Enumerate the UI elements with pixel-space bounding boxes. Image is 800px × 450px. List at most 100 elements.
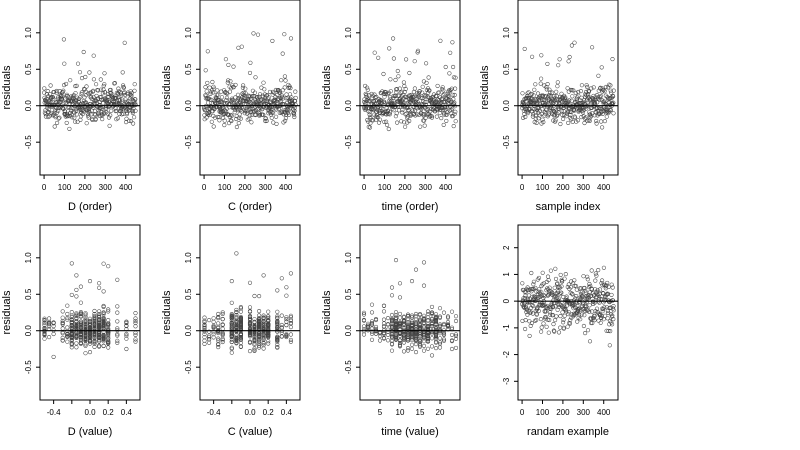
- data-point: [234, 307, 239, 312]
- data-point: [74, 341, 79, 346]
- data-point: [367, 125, 373, 130]
- data-point: [600, 278, 605, 283]
- data-point: [576, 306, 581, 311]
- data-point: [452, 112, 457, 117]
- data-point: [402, 89, 407, 95]
- data-point: [97, 285, 102, 290]
- data-point: [421, 324, 427, 329]
- data-point: [603, 313, 608, 318]
- data-point: [369, 302, 375, 307]
- data-point: [252, 346, 257, 351]
- data-point: [369, 310, 375, 315]
- data-point: [423, 102, 428, 107]
- data-point: [106, 318, 111, 323]
- data-point: [284, 317, 289, 322]
- data-point: [101, 83, 106, 88]
- data-point: [279, 313, 284, 318]
- data-point: [364, 98, 369, 103]
- data-point: [397, 323, 403, 328]
- data-point: [590, 45, 595, 50]
- data-point: [437, 336, 443, 341]
- y-tick-label: 1.0: [344, 252, 353, 264]
- x-tick-label: 100: [218, 183, 232, 192]
- data-point: [202, 324, 207, 329]
- data-point: [247, 314, 253, 319]
- data-point: [87, 331, 93, 336]
- data-point: [611, 100, 616, 105]
- data-point: [293, 102, 298, 107]
- data-point: [224, 95, 229, 100]
- data-point: [234, 320, 239, 325]
- data-point: [581, 323, 586, 329]
- data-point: [270, 110, 275, 115]
- data-point: [572, 40, 577, 45]
- plot-frame: [359, 224, 461, 401]
- data-point: [228, 118, 233, 123]
- data-point: [204, 89, 209, 94]
- data-point: [522, 104, 527, 109]
- data-point: [421, 318, 427, 323]
- data-point: [555, 97, 560, 102]
- data-point: [405, 327, 411, 332]
- data-point: [73, 91, 78, 96]
- data-point: [101, 317, 106, 323]
- data-point: [603, 84, 609, 90]
- data-point: [421, 339, 427, 344]
- x-tick-label: -0.4: [47, 408, 61, 417]
- data-point: [42, 318, 47, 323]
- data-point: [589, 320, 594, 326]
- data-point: [443, 64, 448, 70]
- data-point: [611, 317, 616, 322]
- data-point: [585, 100, 590, 106]
- data-points: [520, 265, 616, 348]
- data-point: [106, 332, 111, 337]
- data-point: [450, 106, 455, 111]
- data-point: [437, 323, 443, 328]
- data-point: [249, 94, 255, 99]
- data-point: [565, 324, 570, 329]
- data-point: [234, 124, 239, 130]
- data-point: [397, 86, 402, 91]
- data-point: [588, 115, 593, 120]
- data-point: [407, 118, 412, 124]
- data-point: [539, 93, 544, 98]
- data-point: [605, 280, 610, 285]
- x-tick-label: 15: [416, 408, 425, 417]
- x-axis-label: C (value): [228, 426, 273, 438]
- data-point: [545, 82, 550, 87]
- data-point: [449, 346, 455, 352]
- data-point: [74, 321, 79, 326]
- data-point: [365, 325, 371, 330]
- data-point: [373, 324, 379, 329]
- data-point: [577, 312, 582, 317]
- data-point: [401, 337, 407, 342]
- data-point: [601, 88, 606, 93]
- data-point: [544, 87, 549, 92]
- data-point: [530, 109, 535, 114]
- data-point: [561, 109, 566, 114]
- data-point: [216, 338, 221, 343]
- data-point: [374, 94, 379, 99]
- y-tick-label: -0.5: [24, 135, 33, 149]
- data-point: [391, 36, 396, 41]
- data-point: [211, 319, 216, 324]
- data-point: [553, 276, 559, 281]
- data-point: [405, 114, 410, 119]
- data-point: [238, 323, 243, 328]
- data-point: [51, 96, 56, 101]
- data-point: [593, 278, 598, 283]
- data-point: [529, 320, 534, 326]
- data-point: [529, 289, 534, 294]
- data-point: [131, 99, 136, 104]
- data-point: [541, 303, 546, 308]
- data-point: [133, 316, 138, 321]
- data-point: [220, 311, 225, 317]
- data-point: [44, 99, 49, 104]
- data-point: [559, 290, 564, 295]
- data-point: [546, 93, 552, 98]
- data-point: [401, 349, 407, 354]
- x-tick-label: 100: [536, 408, 550, 417]
- data-point: [229, 321, 234, 326]
- data-point: [87, 322, 93, 327]
- data-point: [50, 102, 55, 107]
